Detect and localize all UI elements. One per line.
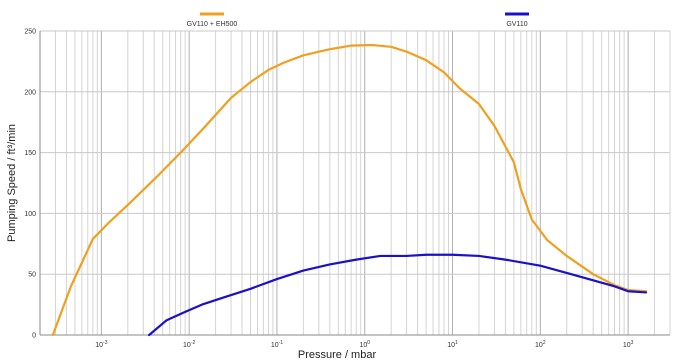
y-tick-label: 250 — [24, 29, 36, 36]
x-tick-label: 102 — [535, 340, 546, 349]
y-tick-label: 200 — [24, 89, 36, 96]
grid-lines — [39, 30, 671, 336]
series-line-2 — [148, 253, 648, 337]
x-tick-label: 10-1 — [271, 340, 283, 349]
y-axis-title: Pumping Speed / ft³/min — [6, 124, 18, 242]
x-tick-label: 101 — [447, 340, 458, 349]
y-tick-label: 50 — [28, 272, 36, 279]
series-line-1 — [51, 43, 648, 337]
tick-labels: 0 50 100 150 200 250 10-3 10-2 10-1 100 101 102 103 — [24, 29, 633, 350]
series-lines — [51, 43, 648, 337]
y-tick-label: 150 — [24, 150, 36, 157]
legend-label-2: GV110 — [506, 21, 527, 28]
x-tick-label: 10-2 — [183, 340, 195, 349]
x-tick-label: 10-3 — [95, 340, 107, 349]
legend: GV110 + EH500 GV110 — [187, 12, 529, 28]
legend-label-1: GV110 + EH500 — [187, 21, 238, 28]
y-tick-label: 100 — [24, 211, 36, 218]
x-tick-label: 100 — [359, 340, 370, 349]
x-axis-title: Pressure / mbar — [298, 349, 377, 361]
axes — [39, 31, 670, 336]
x-tick-label: 103 — [623, 340, 634, 349]
y-tick-label: 0 — [32, 333, 36, 340]
